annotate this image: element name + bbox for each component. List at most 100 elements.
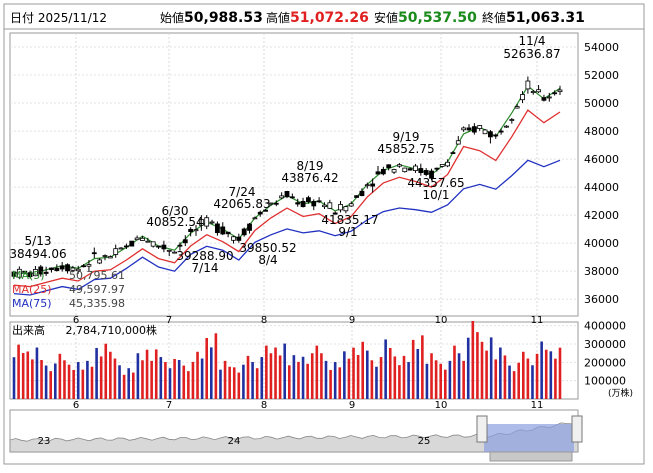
volume-bar bbox=[512, 371, 516, 399]
volume-bar bbox=[343, 351, 346, 399]
candle-body bbox=[279, 195, 285, 199]
candle-body bbox=[300, 200, 306, 208]
volume-bar bbox=[526, 358, 530, 399]
overview-year-label: 23 bbox=[38, 436, 51, 447]
volume-bar bbox=[72, 369, 75, 399]
month-label-upper: 10 bbox=[435, 315, 448, 326]
month-label-upper: 8 bbox=[261, 315, 267, 326]
candle-body bbox=[466, 127, 472, 131]
annotation-value: 45852.75 bbox=[377, 142, 434, 156]
legend-value: 49,597.97 bbox=[69, 283, 125, 296]
candle-body bbox=[445, 161, 450, 167]
candle-body bbox=[145, 240, 151, 243]
candle-body bbox=[482, 129, 488, 135]
candle-body bbox=[241, 228, 247, 236]
candle-body bbox=[504, 125, 509, 128]
annotation-value: 44357.65 bbox=[407, 176, 464, 190]
candle-body bbox=[198, 218, 204, 226]
price-tick-label: 48000 bbox=[584, 125, 619, 138]
annotation-date: 6/30 bbox=[162, 204, 189, 218]
candle-body bbox=[338, 204, 343, 211]
candle-body bbox=[166, 249, 172, 252]
volume-bar bbox=[90, 366, 94, 399]
candle-body bbox=[332, 212, 338, 215]
candle-body bbox=[161, 244, 167, 250]
volume-bar bbox=[347, 358, 351, 399]
volume-bar bbox=[260, 357, 264, 399]
candle-body bbox=[70, 267, 76, 271]
candle-body bbox=[113, 248, 119, 255]
price-tick-label: 44000 bbox=[584, 181, 619, 194]
volume-bar bbox=[297, 361, 300, 399]
candle-body bbox=[407, 168, 413, 171]
volume-bar bbox=[63, 360, 66, 399]
candle-body bbox=[49, 267, 54, 271]
candle-body bbox=[27, 272, 33, 277]
candle-body bbox=[289, 196, 295, 199]
volume-bar bbox=[113, 358, 117, 399]
candle-body bbox=[11, 271, 17, 277]
month-label-lower: 7 bbox=[166, 400, 172, 411]
candle-body bbox=[520, 94, 525, 101]
candle-body bbox=[91, 252, 97, 255]
low-value: 50,537.50 bbox=[398, 10, 477, 26]
volume-bar bbox=[540, 341, 543, 399]
volume-bar bbox=[187, 371, 190, 399]
volume-bar bbox=[443, 369, 447, 399]
legend-label: MA(75) bbox=[12, 297, 52, 310]
volume-bar bbox=[274, 347, 277, 399]
volume-bar bbox=[145, 349, 149, 399]
candle-body bbox=[306, 197, 311, 203]
candle-body bbox=[541, 97, 547, 101]
overview-year-label: 25 bbox=[418, 436, 431, 447]
volume-bar bbox=[292, 355, 296, 399]
candle-body bbox=[268, 202, 274, 205]
candle-body bbox=[129, 240, 135, 247]
annotation-date: 10/1 bbox=[423, 188, 450, 202]
annotation-date: 8/19 bbox=[297, 159, 324, 173]
volume-tick-label: 300000 bbox=[584, 338, 626, 351]
volume-bar bbox=[269, 353, 273, 399]
volume-bar bbox=[476, 332, 479, 399]
volume-bar bbox=[154, 349, 158, 399]
volume-bar bbox=[214, 333, 218, 399]
candle-body bbox=[493, 134, 499, 137]
legend-label: MA(5) bbox=[12, 269, 45, 282]
candle-body bbox=[172, 251, 177, 254]
candle-body bbox=[273, 202, 279, 205]
candle-body bbox=[402, 167, 408, 173]
candle-body bbox=[81, 265, 86, 268]
volume-bar bbox=[265, 345, 268, 399]
candle-body bbox=[188, 228, 194, 232]
volume-bar bbox=[205, 337, 209, 399]
volume-bar bbox=[411, 339, 415, 399]
volume-bar bbox=[21, 353, 25, 399]
candle-body bbox=[359, 190, 365, 197]
volume-bar bbox=[136, 353, 140, 399]
volume-bar bbox=[109, 351, 112, 399]
volume-bar bbox=[219, 369, 222, 399]
volume-bar bbox=[407, 362, 410, 399]
candle-body bbox=[182, 239, 188, 244]
candle-body bbox=[220, 226, 226, 235]
candle-body bbox=[552, 92, 558, 95]
header-high: 高値51,072.26 bbox=[266, 8, 369, 28]
candle-body bbox=[434, 167, 440, 170]
candle-body bbox=[343, 206, 349, 212]
candle-body bbox=[439, 164, 445, 167]
month-label-upper: 7 bbox=[166, 315, 172, 326]
volume-bar bbox=[448, 360, 452, 399]
volume-bar bbox=[558, 347, 562, 399]
volume-bar bbox=[430, 353, 433, 399]
volume-bar bbox=[17, 344, 20, 399]
candle-body bbox=[247, 223, 252, 231]
volume-bar bbox=[333, 362, 337, 399]
candle-body bbox=[140, 237, 145, 241]
volume-bar bbox=[306, 363, 309, 399]
volume-bar bbox=[177, 359, 181, 399]
volume-bar bbox=[310, 353, 314, 399]
volume-bar bbox=[398, 365, 401, 399]
volume-bar bbox=[228, 366, 231, 399]
candle-body bbox=[477, 125, 483, 129]
candle-body bbox=[134, 237, 140, 241]
